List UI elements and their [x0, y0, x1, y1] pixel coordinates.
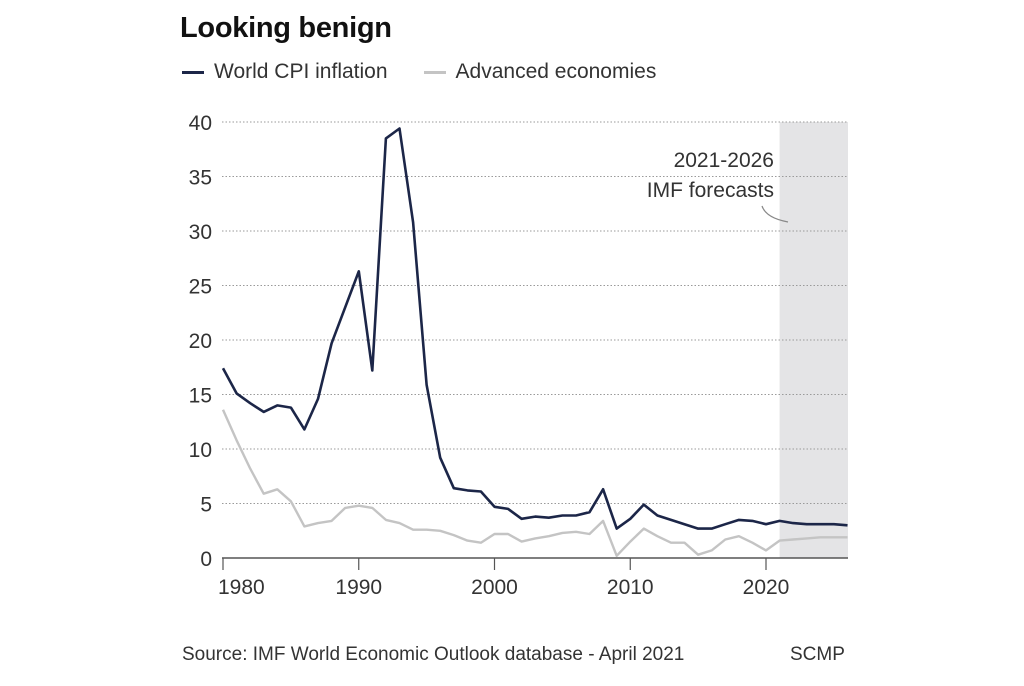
x-tick-label: 1990 [335, 576, 382, 599]
annotation-leader-line [761, 205, 789, 223]
y-tick-label: 30 [189, 221, 212, 244]
y-tick-label: 5 [200, 494, 212, 517]
legend-label-world: World CPI inflation [214, 60, 388, 83]
x-tick-label: 2010 [607, 576, 654, 599]
legend-item-advanced: Advanced economies [423, 60, 657, 84]
series-line-world-cpi [221, 127, 848, 530]
x-tick-label: 2020 [743, 576, 790, 599]
x-tick-label: 1980 [218, 576, 265, 599]
annotation-forecast-years: 2021-2026 [674, 149, 774, 172]
legend: World CPI inflation Advanced economies [182, 60, 692, 84]
y-tick-label: 20 [189, 330, 212, 353]
legend-item-world: World CPI inflation [182, 60, 388, 84]
x-tick-label: 2000 [471, 576, 518, 599]
y-tick-label: 40 [189, 112, 212, 135]
y-tick-label: 10 [189, 439, 212, 462]
y-tick-label: 15 [189, 385, 212, 408]
annotation-forecast-label: IMF forecasts [647, 179, 774, 202]
y-tick-label: 0 [200, 548, 212, 571]
legend-label-advanced: Advanced economies [455, 60, 657, 83]
publisher-credit: SCMP [790, 644, 845, 665]
chart-title: Looking benign [180, 12, 392, 44]
legend-swatch-advanced [423, 70, 446, 74]
series-line-advanced-economies [221, 409, 848, 557]
source-note: Source: IMF World Economic Outlook datab… [182, 644, 685, 665]
y-tick-label: 35 [189, 167, 212, 190]
y-tick-label: 25 [189, 276, 212, 299]
legend-swatch-world [182, 70, 204, 74]
